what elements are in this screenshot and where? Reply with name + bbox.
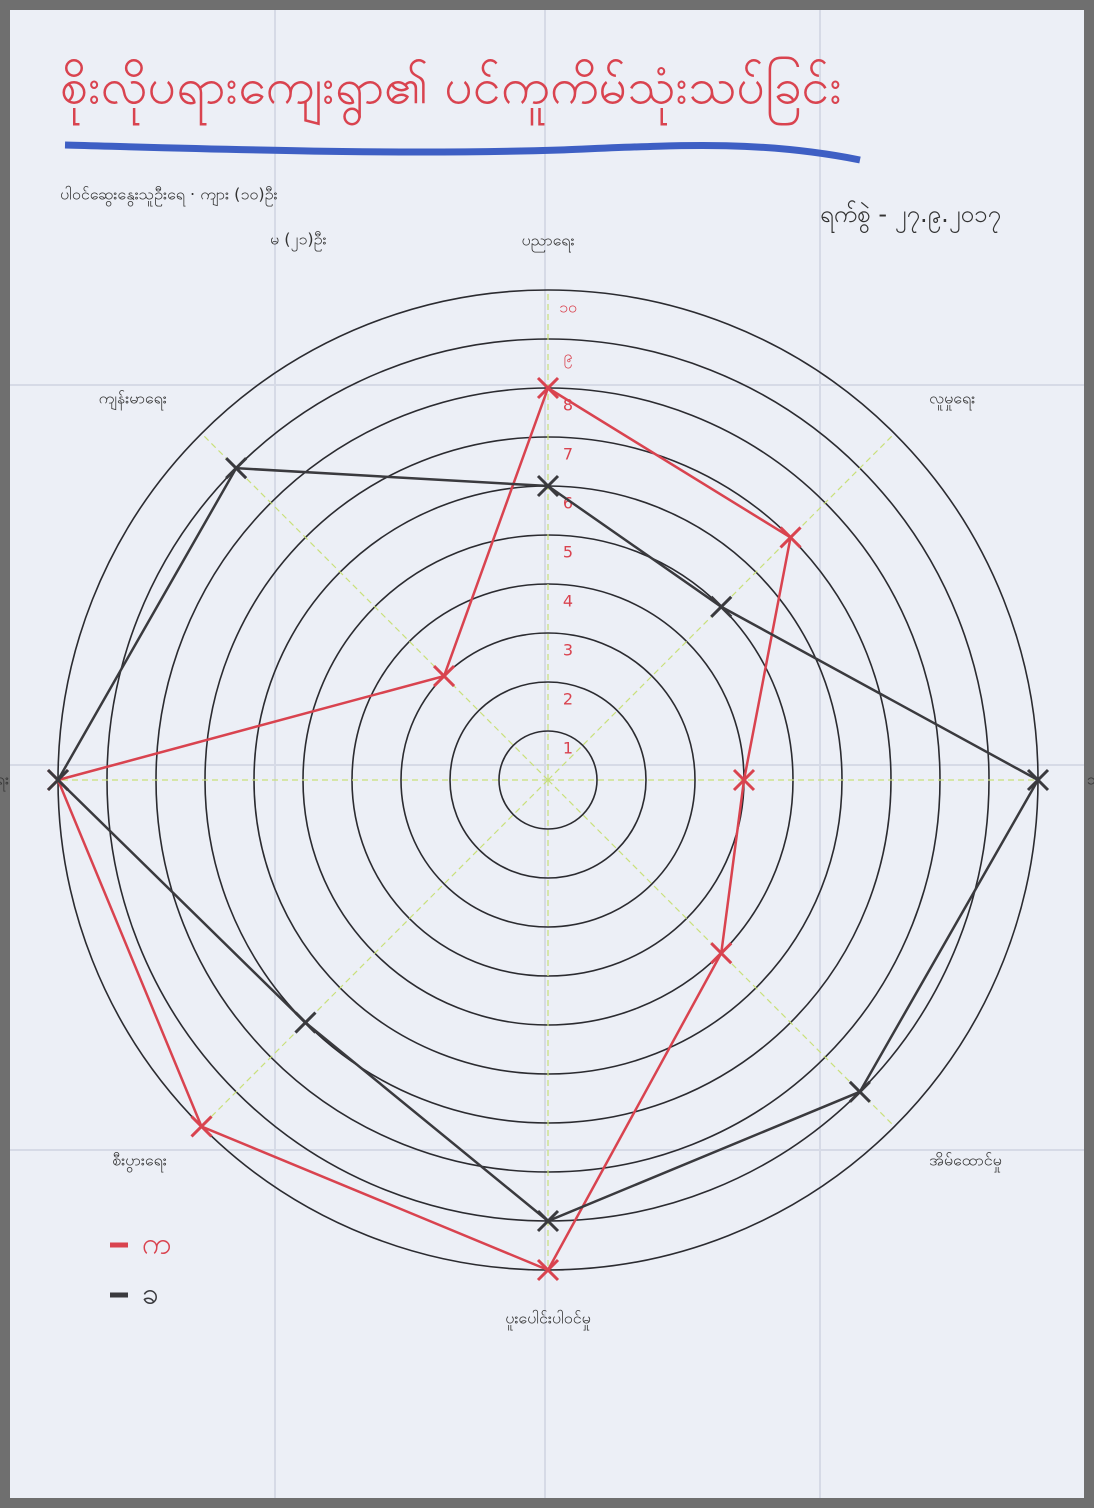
page: စိုးလိုပရားကျေးရွာ၏ ပင်ကူကိမ်သုံးသပ်ခြင်…: [0, 0, 1094, 1508]
annotation: ပါဝင်ဆွေးနွေးသူဦးရေ · ကျား (၁၀)ဦး: [60, 185, 278, 207]
tick-label: 3: [563, 641, 573, 660]
tick-label: ၁၀: [559, 298, 577, 317]
axis-label: စီးပွားရေး: [112, 1151, 167, 1173]
tick-label: ၉: [564, 347, 573, 369]
tick-label: 1: [563, 739, 573, 758]
chart: စိုးလိုပရားကျေးရွာ၏ ပင်ကူကိမ်သုံးသပ်ခြင်…: [0, 0, 1094, 1508]
axis-label: ကျန်းမာရေး: [99, 388, 167, 410]
legend-label: က: [142, 1227, 171, 1262]
axis-label: လူမှုရေး: [929, 388, 975, 410]
tick-label: 4: [563, 592, 573, 611]
axis-label: အိမ်ထောင်မှု: [929, 1151, 1002, 1173]
tick-label: 7: [563, 445, 573, 464]
annotation: မ (၂၁)ဦး: [270, 230, 327, 252]
legend-label: ခ: [142, 1277, 159, 1312]
tick-label: 5: [563, 543, 573, 562]
tick-label: 2: [563, 690, 573, 709]
axis-label: ပညာရေး: [521, 231, 574, 253]
axis-label: ပူးပေါင်းပါဝင်မှု: [505, 1309, 591, 1331]
axis-label: ဘာသာရေး: [1087, 770, 1094, 792]
axis-label: စိုက်ပျိုးရေး: [0, 770, 9, 792]
